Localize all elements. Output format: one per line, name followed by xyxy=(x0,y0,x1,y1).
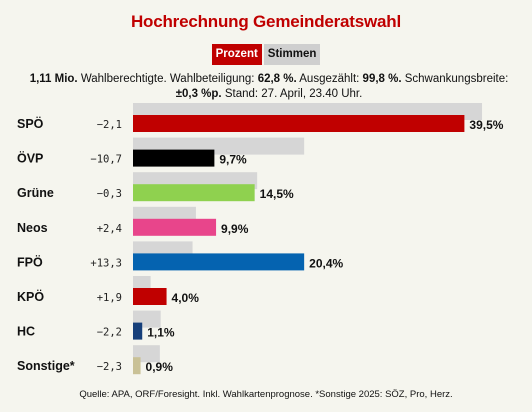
value-label-övp: 9,7% xyxy=(219,153,247,167)
change-label-spö: −2,1 xyxy=(97,119,122,131)
value-label-kpö: 4,0% xyxy=(172,291,200,305)
value-label-neos: 9,9% xyxy=(221,222,249,236)
counted-label: Ausgezählt: xyxy=(296,73,363,85)
value-label-fpö: 20,4% xyxy=(309,256,343,270)
eligible-value: 1,11 Mio. xyxy=(29,73,78,85)
result-bar-grüne xyxy=(133,184,255,202)
status-label: Stand: 27. April, 23.40 Uhr. xyxy=(221,88,363,100)
change-label-kpö: +1,9 xyxy=(97,292,122,304)
change-label-övp: −10,7 xyxy=(90,154,122,166)
party-label-neos: Neos xyxy=(17,221,48,235)
eligible-label: Wahlberechtigte. Wahlbeteiligung: xyxy=(77,73,258,85)
view-toggle: Prozent Stimmen xyxy=(0,44,532,65)
value-label-grüne: 14,5% xyxy=(260,187,294,201)
value-label-spö: 39,5% xyxy=(469,118,503,132)
party-label-övp: ÖVP xyxy=(17,151,43,166)
result-bar-kpö xyxy=(133,288,167,305)
turnout-value: 62,8 %. xyxy=(257,73,297,85)
result-bar-neos xyxy=(133,218,217,236)
result-bar-spö xyxy=(133,115,465,132)
result-bar-fpö xyxy=(133,253,305,271)
value-label-hc: 1,1% xyxy=(147,326,175,340)
margin-value: ±0,3 %p. xyxy=(175,88,222,100)
party-label-fpö: FPÖ xyxy=(17,254,43,269)
change-label-neos: +2,4 xyxy=(97,223,122,235)
toggle-percent-button[interactable]: Prozent xyxy=(211,44,262,65)
toggle-votes-button[interactable]: Stimmen xyxy=(263,44,321,65)
party-label-spö: SPÖ xyxy=(17,116,44,131)
party-label-hc: HC xyxy=(17,325,35,339)
result-bar-hc xyxy=(133,322,143,340)
change-label-grüne: −0,3 xyxy=(97,188,122,200)
party-label-kpö: KPÖ xyxy=(17,289,44,304)
result-bar-sonstige xyxy=(133,357,141,375)
chart-title: Hochrechnung Gemeinderatswahl xyxy=(130,12,402,31)
source-note: Quelle: APA, ORF/Foresight. Inkl. Wahlka… xyxy=(79,389,453,400)
election-info: 1,11 Mio. Wahlberechtigte. Wahlbeteiligu… xyxy=(24,72,514,102)
margin-label: Schwankungsbreite: xyxy=(401,73,509,85)
change-label-sonstige: −2,3 xyxy=(97,361,122,373)
change-label-fpö: +13,3 xyxy=(90,257,122,269)
result-bar-övp xyxy=(133,149,215,167)
change-label-hc: −2,2 xyxy=(97,327,122,339)
party-label-grüne: Grüne xyxy=(17,186,54,200)
party-label-sonstige: Sonstige* xyxy=(17,359,75,373)
counted-value: 99,8 %. xyxy=(362,73,402,85)
value-label-sonstige: 0,9% xyxy=(146,360,174,374)
